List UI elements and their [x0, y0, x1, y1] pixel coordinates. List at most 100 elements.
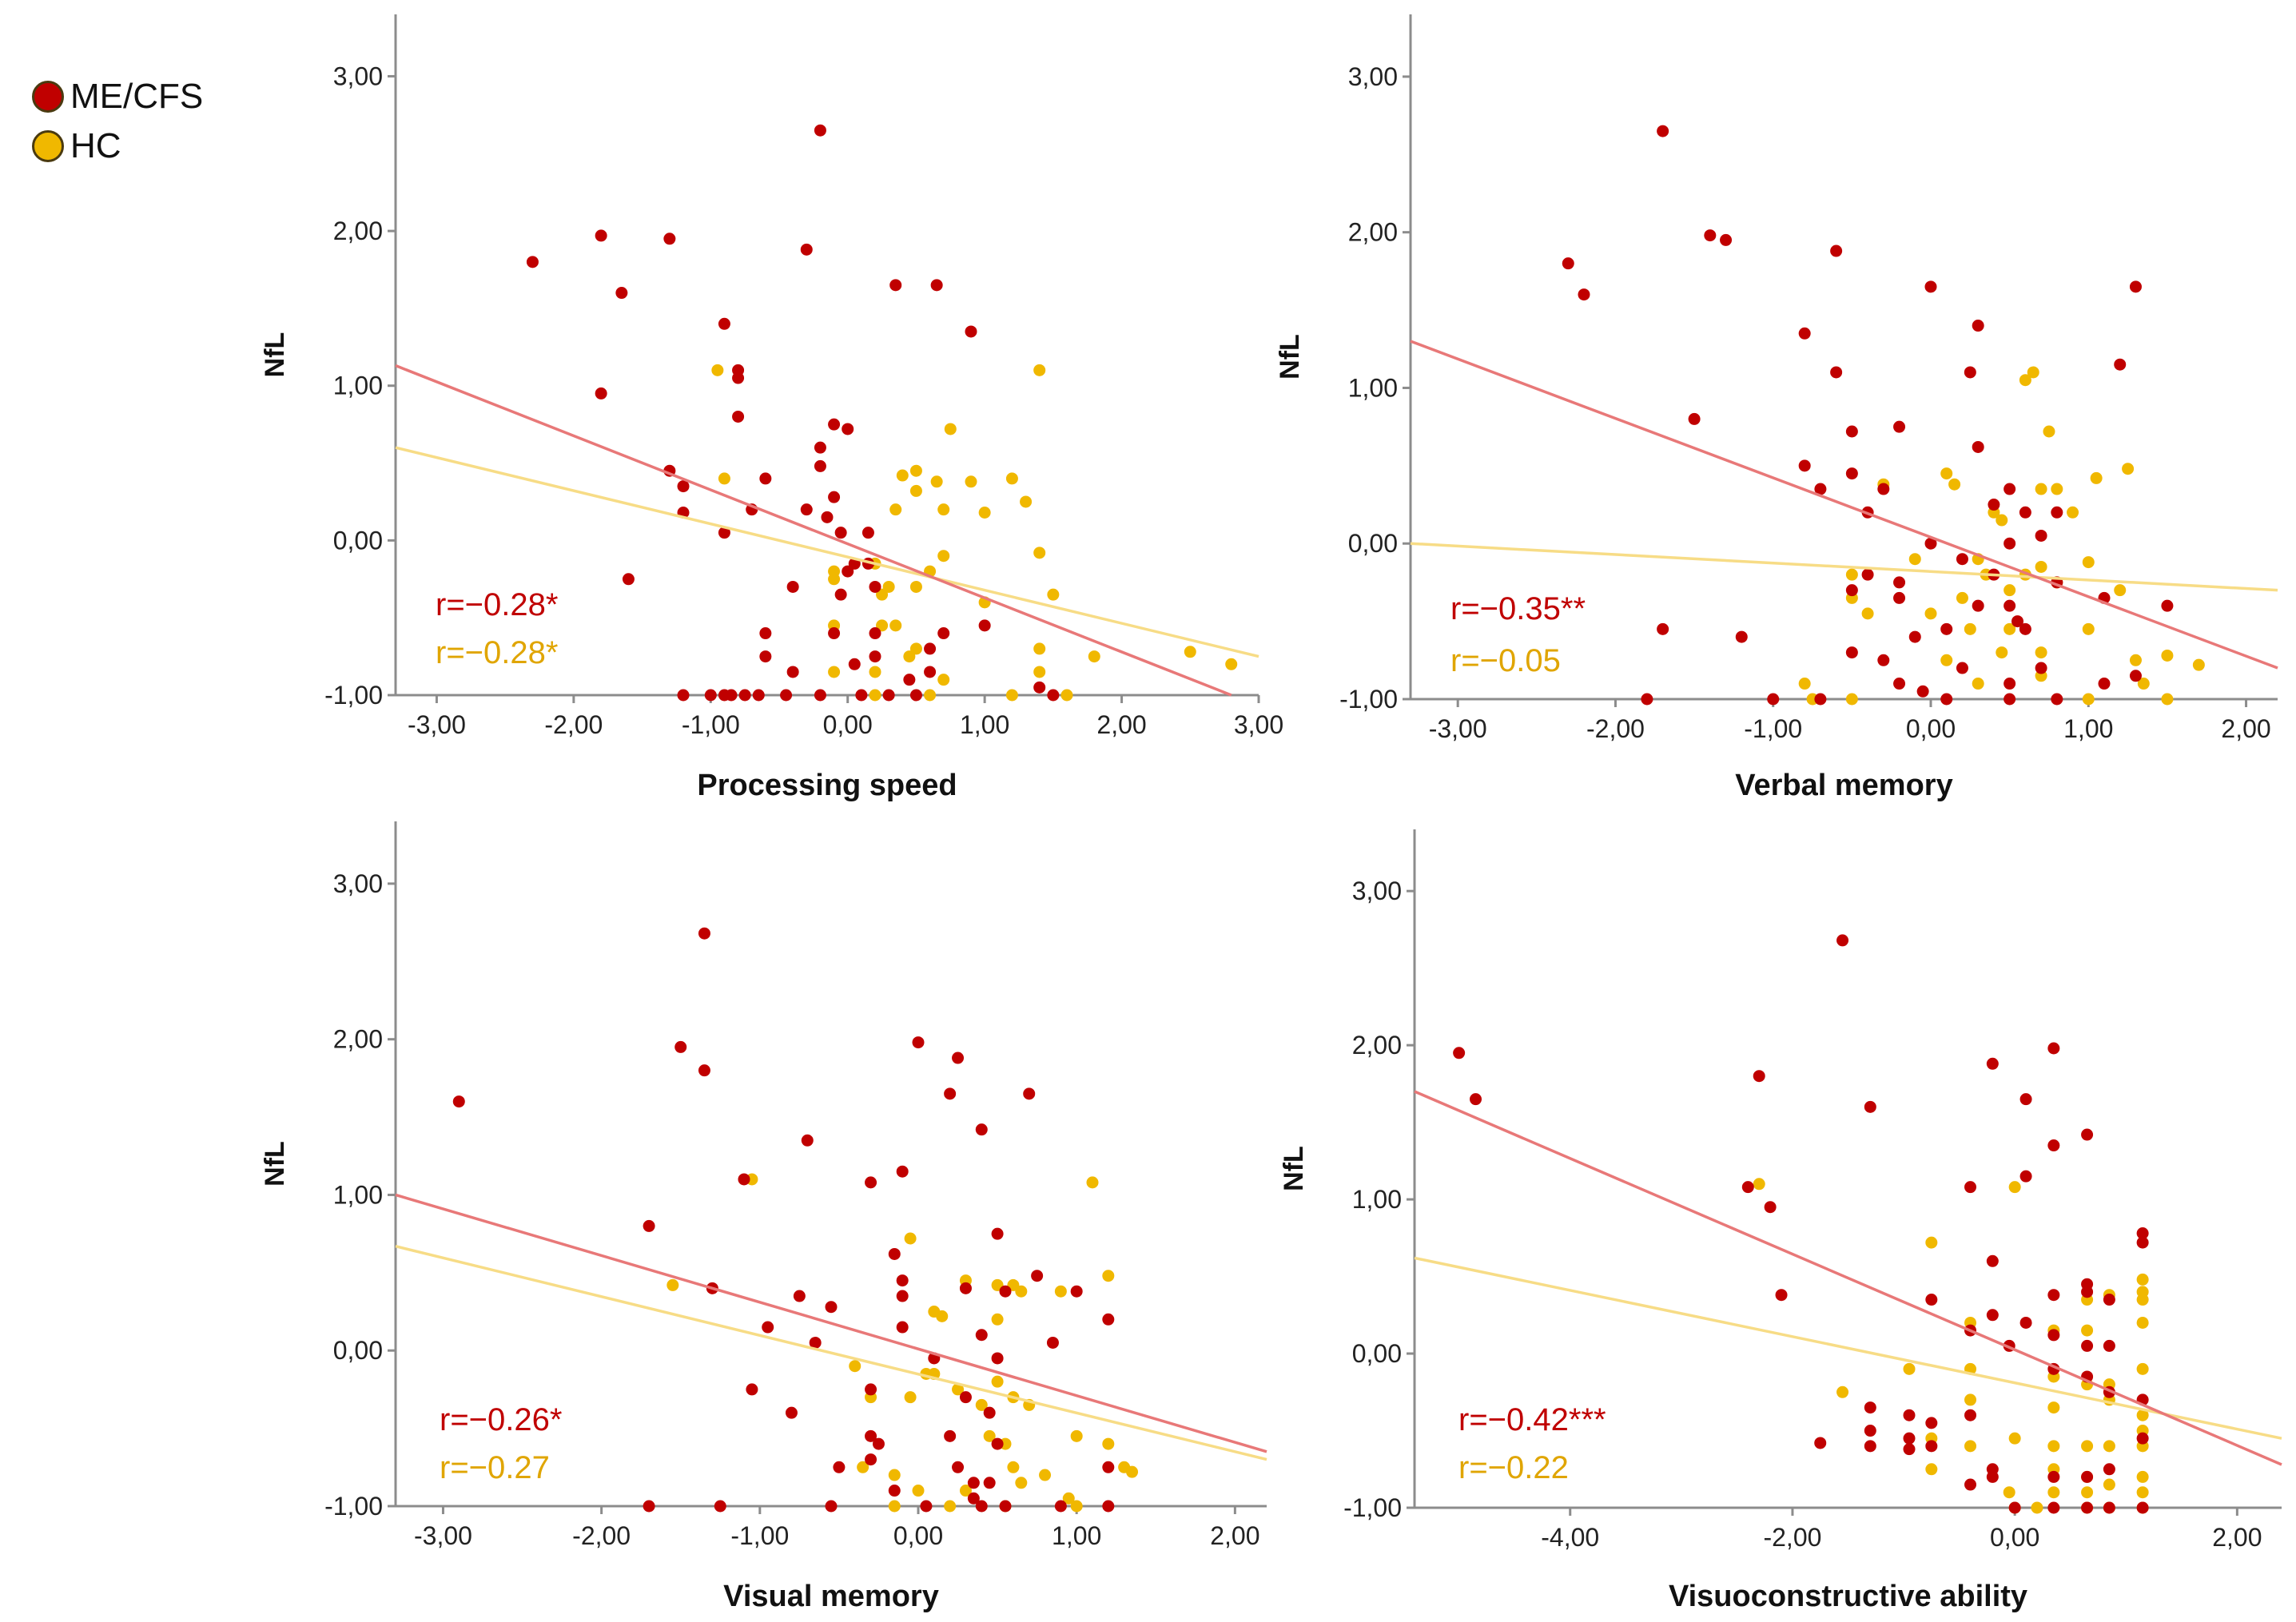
data-point-hc — [1845, 568, 1858, 581]
data-point-hc — [2136, 1294, 2149, 1306]
data-point-hc — [2067, 506, 2079, 519]
data-point-hc — [2081, 1440, 2094, 1453]
data-point-mecfs — [1023, 1087, 1036, 1100]
data-point-mecfs — [1964, 1409, 1977, 1421]
data-point-mecfs — [1864, 1440, 1876, 1453]
data-point-mecfs — [2098, 678, 2111, 690]
data-point-hc — [2035, 483, 2047, 495]
y-tick-label: -1,00 — [324, 1492, 383, 1521]
data-point-mecfs — [896, 1290, 909, 1302]
data-point-mecfs — [1924, 537, 1937, 550]
x-axis-title: Visual memory — [723, 1580, 939, 1613]
data-point-hc — [2090, 471, 2103, 484]
x-tick-label: 0,00 — [823, 710, 873, 739]
data-point-mecfs — [2019, 506, 2031, 519]
data-point-hc — [2043, 425, 2055, 438]
x-tick-label: 1,00 — [2063, 714, 2113, 743]
data-point-mecfs — [842, 423, 854, 435]
data-point-mecfs — [2047, 1139, 2060, 1152]
data-point-mecfs — [1102, 1500, 1115, 1513]
x-tick-label: 2,00 — [1096, 710, 1146, 739]
correlation-label-mecfs: r=−0.35** — [1450, 591, 1586, 626]
x-axis-title: Visuoconstructive ability — [1669, 1580, 2027, 1613]
data-point-mecfs — [959, 1282, 972, 1294]
data-point-mecfs — [2129, 670, 2142, 682]
data-point-hc — [1948, 478, 1961, 491]
data-point-hc — [1054, 1285, 1067, 1298]
data-point-mecfs — [814, 441, 826, 454]
data-point-mecfs — [643, 1500, 655, 1513]
data-point-hc — [876, 588, 889, 601]
fit-line-hc — [395, 446, 1259, 658]
data-point-hc — [959, 1485, 972, 1497]
data-point-mecfs — [944, 1087, 957, 1100]
data-point-hc — [849, 1360, 861, 1373]
data-point-mecfs — [698, 927, 710, 940]
y-tick-label: 0,00 — [1348, 529, 1398, 558]
data-point-mecfs — [1798, 459, 1811, 472]
data-point-mecfs — [2047, 1501, 2060, 1514]
data-point-mecfs — [2047, 1329, 2060, 1342]
legend-label-mecfs: ME/CFS — [70, 77, 204, 116]
data-point-mecfs — [1916, 685, 1929, 698]
chart-panel-1: -1,00 0,00 1,00 2,00 3,00 -3,00 -2,00 -1,00 0,00… — [260, 14, 1283, 802]
x-tick-label: -3,00 — [1429, 714, 1487, 743]
data-point-hc — [1798, 678, 1811, 690]
data-point-mecfs — [2004, 483, 2016, 495]
data-point-mecfs — [959, 1391, 972, 1404]
data-point-mecfs — [2004, 678, 2016, 690]
data-point-mecfs — [2081, 1339, 2094, 1352]
data-point-mecfs — [888, 1247, 901, 1260]
data-point-hc — [909, 580, 922, 593]
fit-line-mecfs — [395, 364, 1232, 697]
data-point-mecfs — [2019, 622, 2031, 635]
data-point-hc — [912, 1485, 925, 1497]
data-point-hc — [1039, 1469, 1052, 1481]
data-point-hc — [1925, 1463, 1938, 1476]
data-point-mecfs — [814, 459, 826, 472]
data-point-mecfs — [825, 1500, 838, 1513]
data-point-hc — [896, 469, 909, 482]
fit-line-hc — [1414, 1256, 2282, 1440]
data-point-mecfs — [1972, 599, 1984, 612]
data-point-hc — [1060, 689, 1073, 702]
data-point-mecfs — [2103, 1501, 2115, 1514]
data-point-hc — [1964, 1440, 1977, 1453]
data-point-mecfs — [2019, 1093, 2032, 1106]
data-point-hc — [909, 484, 922, 497]
data-point-hc — [1924, 607, 1937, 620]
data-point-mecfs — [704, 689, 717, 702]
x-tick-label: -4,00 — [1541, 1523, 1599, 1552]
data-point-mecfs — [1845, 425, 1858, 438]
x-tick-label: 2,00 — [2221, 714, 2270, 743]
data-point-hc — [667, 1278, 679, 1291]
x-tick-label: 0,00 — [1990, 1523, 2039, 1552]
data-point-hc — [936, 1310, 949, 1322]
data-point-hc — [909, 642, 922, 655]
data-point-hc — [944, 1500, 957, 1513]
data-point-hc — [1225, 658, 1238, 670]
data-point-mecfs — [785, 1406, 798, 1419]
y-tick-label: -1,00 — [324, 681, 383, 710]
data-point-hc — [2136, 1362, 2149, 1375]
data-point-hc — [2004, 584, 2016, 597]
data-point-mecfs — [2136, 1432, 2149, 1445]
data-point-hc — [2004, 622, 2016, 635]
data-point-mecfs — [622, 573, 635, 586]
data-point-mecfs — [595, 229, 607, 242]
data-point-hc — [924, 689, 937, 702]
data-point-hc — [1062, 1492, 1075, 1505]
data-point-hc — [965, 475, 977, 488]
data-point-mecfs — [865, 1453, 877, 1466]
data-point-hc — [2035, 646, 2047, 659]
data-point-mecfs — [595, 387, 607, 400]
data-point-hc — [930, 475, 943, 488]
y-tick-label: 0,00 — [1352, 1339, 1402, 1368]
data-point-mecfs — [2019, 1316, 2032, 1329]
data-point-mecfs — [1986, 1463, 1999, 1476]
y-tick-label: 0,00 — [333, 1336, 383, 1365]
data-point-hc — [983, 1429, 996, 1442]
x-tick-label: 2,00 — [1210, 1521, 1259, 1550]
data-point-mecfs — [725, 689, 738, 702]
data-point-hc — [2136, 1470, 2149, 1483]
